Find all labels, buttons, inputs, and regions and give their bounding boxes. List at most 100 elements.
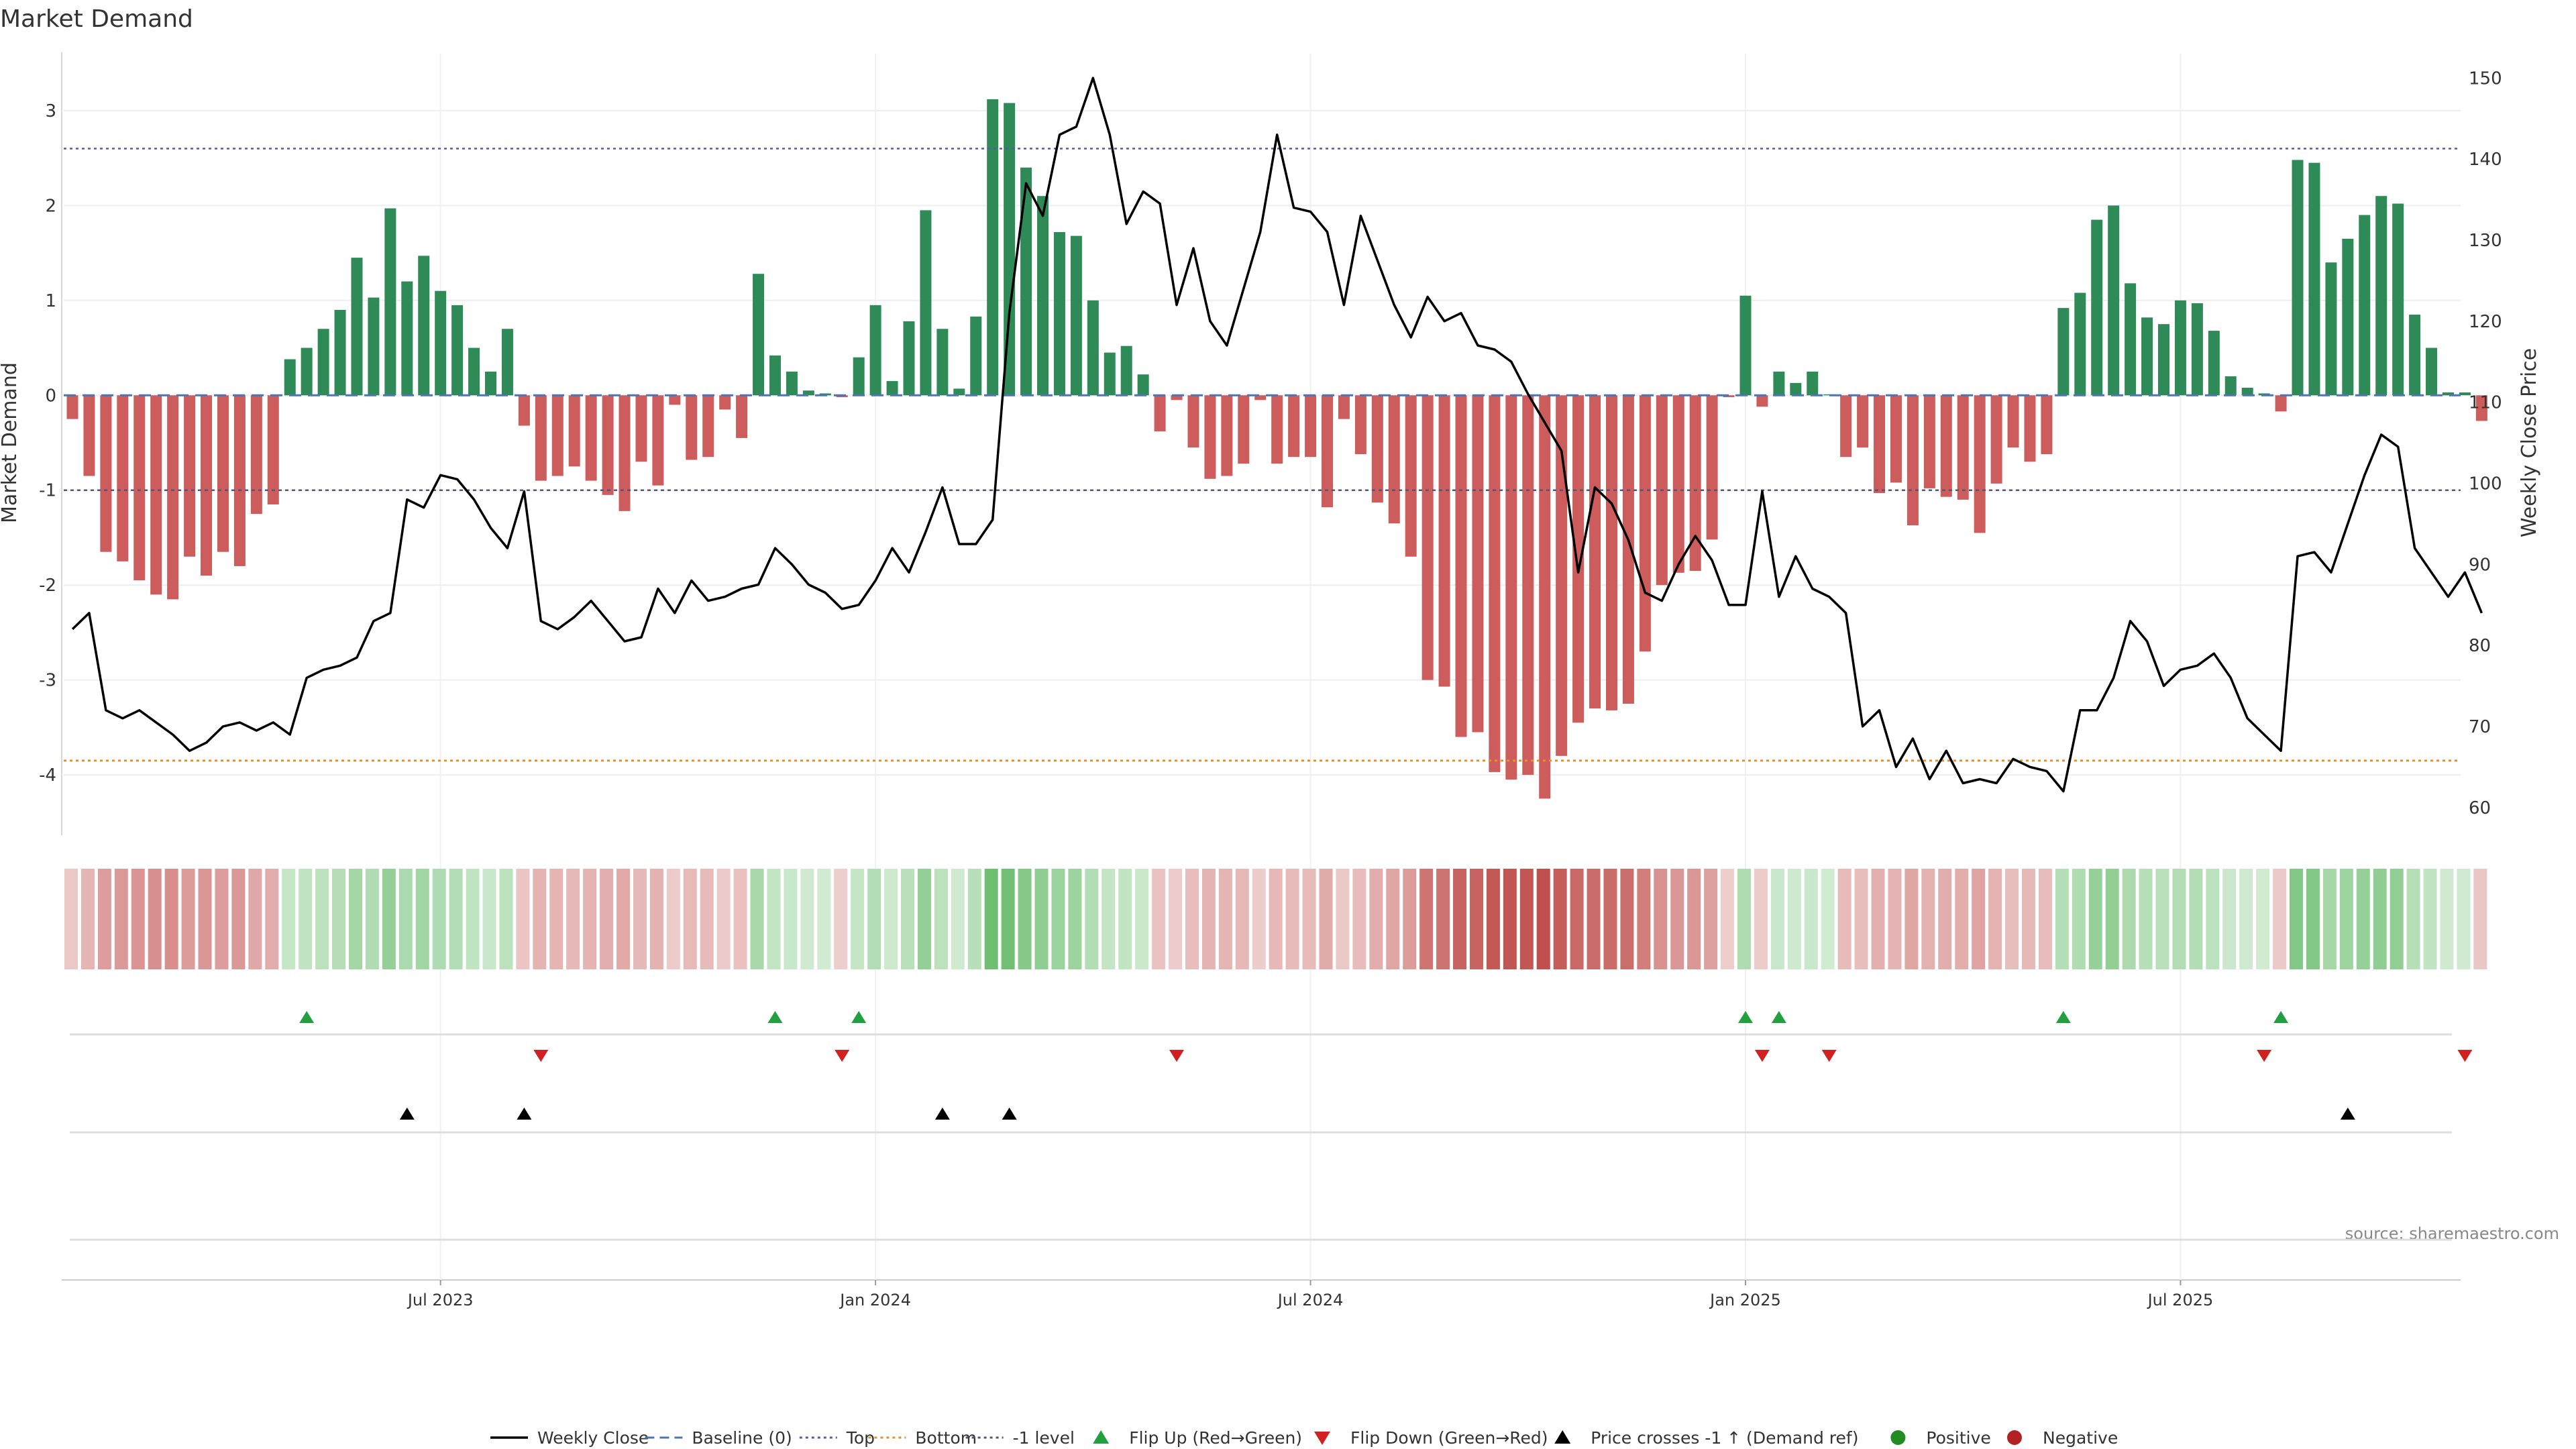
heat-cell — [265, 869, 279, 969]
demand-bar — [1706, 395, 1718, 540]
demand-bar — [619, 395, 631, 511]
flip-up-marker — [2055, 1011, 2071, 1023]
demand-bar — [1672, 395, 1684, 573]
heat-cell — [917, 869, 931, 969]
heat-cell — [1185, 869, 1199, 969]
demand-bar — [2091, 219, 2103, 396]
heat-cell — [2256, 869, 2270, 969]
demand-bar — [1723, 395, 1735, 398]
demand-bar — [66, 395, 78, 419]
heat-cell — [967, 869, 981, 969]
heat-cell — [1737, 869, 1751, 969]
heat-cell — [1386, 869, 1400, 969]
legend-label: Weekly Close — [537, 1428, 649, 1448]
heat-cell — [432, 869, 446, 969]
demand-bar — [970, 316, 982, 396]
heat-cell — [1302, 869, 1316, 969]
heat-cell — [1519, 869, 1534, 969]
demand-bar — [1204, 395, 1216, 479]
flip-down-marker — [1169, 1050, 1185, 1062]
demand-bar — [1154, 395, 1166, 432]
y-tick-label: -2 — [39, 576, 56, 596]
demand-bar — [920, 210, 932, 396]
demand-bar — [635, 395, 647, 462]
heat-cell — [1403, 869, 1417, 969]
heat-cell — [784, 869, 798, 969]
flip-down-marker — [2257, 1050, 2272, 1062]
heat-cell — [1252, 869, 1266, 969]
heat-cell — [181, 869, 195, 969]
cross-up-marker — [934, 1108, 950, 1120]
demand-bar — [1890, 395, 1902, 483]
heat-cell — [616, 869, 631, 969]
flip-up-marker — [767, 1011, 783, 1023]
heat-cell — [1135, 869, 1149, 969]
demand-bar — [1354, 395, 1366, 454]
legend-label: Negative — [2043, 1428, 2118, 1448]
demand-bar — [535, 395, 547, 481]
demand-bar — [2125, 283, 2137, 396]
demand-bar — [435, 290, 447, 396]
demand-bar — [585, 395, 597, 481]
demand-bar — [233, 395, 246, 566]
heat-cell — [449, 869, 463, 969]
demand-bar — [602, 395, 614, 495]
heat-cell — [1587, 869, 1601, 969]
demand-bar — [1923, 395, 1935, 488]
heat-cell — [2155, 869, 2169, 969]
heat-cell — [851, 869, 865, 969]
demand-bar — [1455, 395, 1467, 737]
heat-cell — [1469, 869, 1483, 969]
demand-bar — [1556, 395, 1568, 756]
cross-up-marker — [1002, 1108, 1017, 1120]
heat-cell — [566, 869, 580, 969]
legend-swatch-cross — [1554, 1430, 1571, 1444]
heat-cell — [1102, 869, 1116, 969]
demand-bar — [368, 297, 380, 396]
heat-cell — [1336, 869, 1350, 969]
heat-cell — [1821, 869, 1835, 969]
demand-bar — [1271, 395, 1283, 464]
heat-cell — [1804, 869, 1818, 969]
heat-cell — [1169, 869, 1183, 969]
demand-bar — [2141, 317, 2153, 396]
heat-cell — [1687, 869, 1701, 969]
heat-cell — [1704, 869, 1718, 969]
demand-bar — [1489, 395, 1501, 772]
demand-bar — [250, 395, 262, 515]
demand-bar — [886, 381, 898, 396]
heat-cell — [365, 869, 379, 969]
demand-bar — [284, 359, 296, 396]
legend-label: Flip Down (Green→Red) — [1350, 1428, 1548, 1448]
demand-bar — [2057, 308, 2070, 396]
demand-bar — [1104, 352, 1116, 396]
heat-cell — [633, 869, 647, 969]
heat-cell — [1269, 869, 1283, 969]
heat-cell — [1018, 869, 1032, 969]
demand-bar — [401, 281, 413, 396]
demand-bar — [117, 395, 129, 561]
demand-bar — [1004, 103, 1016, 396]
heat-cell — [1034, 869, 1049, 969]
demand-bar — [903, 321, 915, 396]
flip-up-marker — [299, 1011, 315, 1023]
heat-cell — [951, 869, 965, 969]
demand-bar — [1539, 395, 1551, 799]
heat-cell — [767, 869, 781, 969]
x-tick-label: Jul 2025 — [2147, 1291, 2214, 1309]
heat-cell — [2406, 869, 2420, 969]
demand-bar — [100, 395, 112, 552]
heat-cell — [80, 869, 95, 969]
heat-cell — [148, 869, 162, 969]
heat-cell — [2139, 869, 2153, 969]
heat-cell — [1570, 869, 1584, 969]
heat-cell — [2339, 869, 2353, 969]
heat-cell — [2239, 869, 2253, 969]
heat-cell — [2105, 869, 2119, 969]
demand-bar — [184, 395, 196, 557]
heat-cell — [884, 869, 898, 969]
reference-lines — [64, 148, 2461, 762]
demand-bar — [1907, 395, 1919, 526]
legend-swatch-positive — [1890, 1430, 1906, 1445]
demand-bar — [2459, 392, 2471, 396]
